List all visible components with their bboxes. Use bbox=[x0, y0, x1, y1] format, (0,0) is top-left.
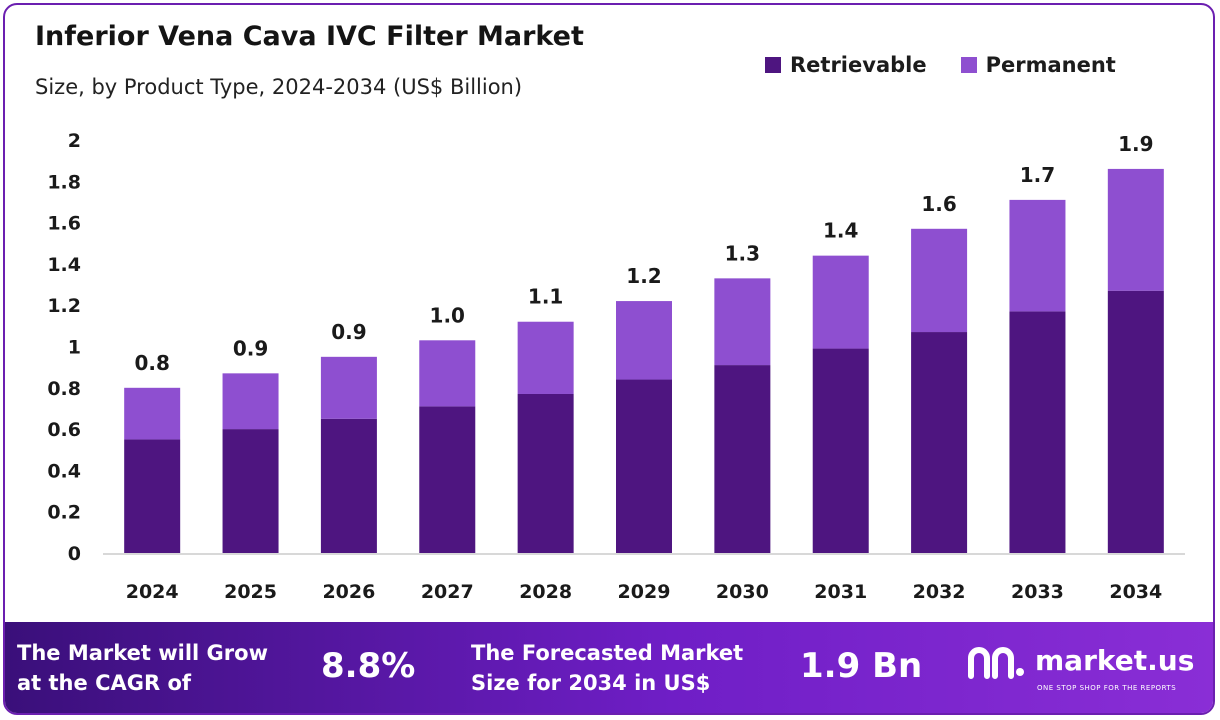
y-tick-label: 1.4 bbox=[47, 254, 81, 276]
bar-total-label: 1.0 bbox=[430, 303, 465, 327]
bar-retrievable-2025 bbox=[222, 429, 279, 553]
bar-permanent-2025 bbox=[222, 373, 279, 430]
brand-tagline: ONE STOP SHOP FOR THE REPORTS bbox=[1037, 684, 1177, 692]
y-tick-label: 0.6 bbox=[47, 419, 81, 441]
x-tick-label: 2030 bbox=[716, 581, 769, 603]
x-tick-label: 2024 bbox=[126, 581, 179, 603]
bar-retrievable-2030 bbox=[714, 365, 771, 553]
bar-retrievable-2031 bbox=[812, 348, 869, 553]
bar-total-label: 0.8 bbox=[134, 351, 169, 375]
cagr-value: 8.8% bbox=[321, 646, 416, 686]
bar-total-label: 1.6 bbox=[921, 192, 956, 216]
bar-permanent-2026 bbox=[320, 356, 377, 419]
chart-frame: Inferior Vena Cava IVC Filter Market Siz… bbox=[3, 3, 1215, 715]
bar-total-label: 1.7 bbox=[1020, 163, 1055, 187]
bar-permanent-2027 bbox=[419, 340, 476, 407]
bar-retrievable-2024 bbox=[124, 439, 181, 553]
bar-retrievable-2034 bbox=[1107, 290, 1164, 553]
bar-permanent-2032 bbox=[911, 228, 968, 333]
bar-retrievable-2026 bbox=[320, 418, 377, 553]
forecast-value: 1.9 Bn bbox=[800, 646, 923, 686]
x-tick-label: 2028 bbox=[519, 581, 572, 603]
y-tick-label: 0.8 bbox=[47, 378, 81, 400]
x-tick-label: 2029 bbox=[618, 581, 671, 603]
bar-total-label: 1.2 bbox=[626, 264, 661, 288]
bar-retrievable-2028 bbox=[517, 393, 574, 553]
brand-name: market.us bbox=[1035, 644, 1195, 677]
bar-permanent-2033 bbox=[1009, 199, 1066, 312]
x-tick-label: 2033 bbox=[1011, 581, 1064, 603]
y-tick-label: 0.4 bbox=[47, 460, 81, 482]
bar-total-label: 1.3 bbox=[725, 241, 760, 265]
y-tick-label: 1 bbox=[68, 337, 81, 359]
legend-item-permanent: Permanent bbox=[960, 53, 1116, 77]
forecast-text: The Forecasted Market Size for 2034 in U… bbox=[471, 641, 744, 695]
bar-permanent-2024 bbox=[124, 387, 181, 440]
bar-total-label: 0.9 bbox=[331, 320, 366, 344]
bar-total-label: 1.4 bbox=[823, 219, 858, 243]
bar-permanent-2034 bbox=[1107, 168, 1164, 291]
y-tick-label: 0 bbox=[68, 543, 81, 565]
bar-permanent-2028 bbox=[517, 321, 574, 394]
x-tick-label: 2026 bbox=[322, 581, 375, 603]
bar-chart: 0 0.2 0.4 0.6 0.8 1 1.2 1.4 1.6 1.8 2 0.8 2024 0.9 202… bbox=[47, 130, 1185, 603]
bar-retrievable-2032 bbox=[911, 332, 968, 553]
chart-subtitle: Size, by Product Type, 2024-2034 (US$ Bi… bbox=[35, 75, 523, 99]
bar-total-label: 1.1 bbox=[528, 285, 563, 309]
legend-item-retrievable: Retrievable bbox=[765, 53, 927, 77]
y-tick-label: 2 bbox=[68, 130, 81, 152]
bar-retrievable-2029 bbox=[616, 379, 672, 553]
x-tick-label: 2031 bbox=[814, 581, 867, 603]
footer-banner: The Market will Grow at the CAGR of 8.8%… bbox=[5, 622, 1213, 713]
bar-permanent-2031 bbox=[812, 255, 869, 349]
bar-permanent-2030 bbox=[714, 278, 771, 366]
y-tick-label: 1.6 bbox=[47, 213, 81, 235]
market-us-logo-icon bbox=[968, 647, 1024, 679]
cagr-text: The Market will Grow at the CAGR of bbox=[17, 641, 268, 695]
y-tick-label: 0.2 bbox=[47, 502, 81, 524]
bar-total-label: 1.9 bbox=[1118, 132, 1153, 156]
x-tick-label: 2032 bbox=[913, 581, 966, 603]
x-tick-label: 2034 bbox=[1109, 581, 1162, 603]
y-tick-label: 1.2 bbox=[47, 295, 81, 317]
x-tick-label: 2027 bbox=[421, 581, 474, 603]
bar-retrievable-2033 bbox=[1009, 311, 1066, 553]
bar-total-label: 0.9 bbox=[233, 336, 268, 360]
legend-swatch-permanent bbox=[960, 57, 977, 73]
y-tick-label: 1.8 bbox=[47, 171, 81, 193]
legend: Retrievable Permanent bbox=[765, 53, 1150, 77]
legend-label-retrievable: Retrievable bbox=[790, 53, 927, 77]
bar-retrievable-2027 bbox=[419, 406, 476, 553]
bar-permanent-2029 bbox=[616, 301, 672, 380]
x-tick-label: 2025 bbox=[224, 581, 277, 603]
legend-swatch-retrievable bbox=[765, 57, 781, 73]
legend-label-permanent: Permanent bbox=[985, 53, 1116, 77]
chart-title: Inferior Vena Cava IVC Filter Market bbox=[35, 21, 584, 52]
